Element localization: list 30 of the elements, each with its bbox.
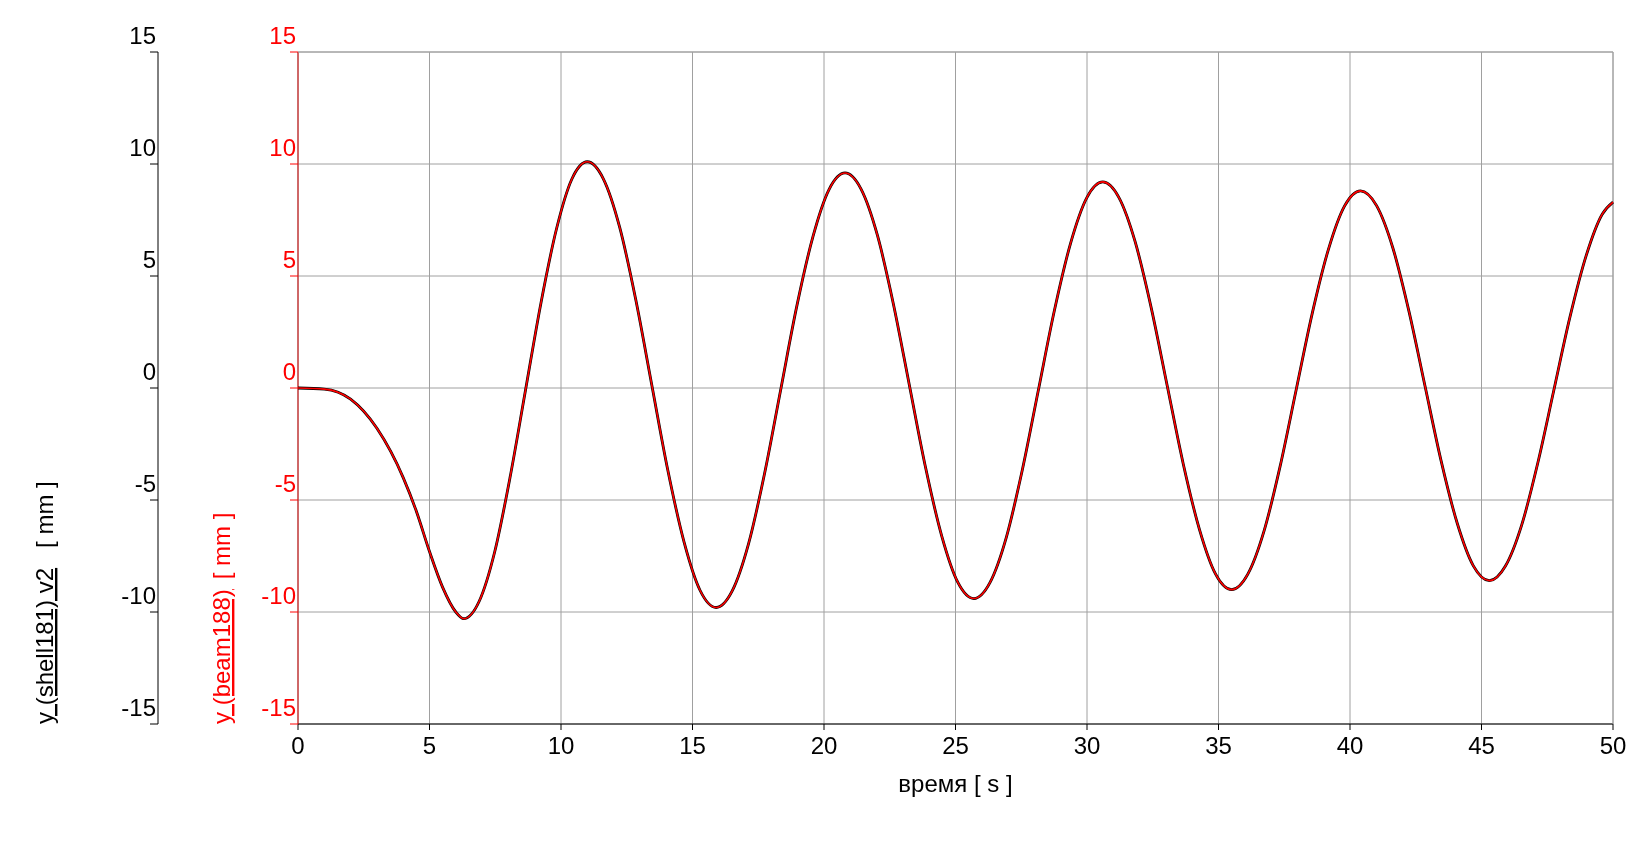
x-tick-label: 35 — [1205, 732, 1232, 759]
text: y (shell181) v2 — [31, 567, 58, 724]
y2-tick-label: -10 — [261, 582, 296, 609]
y-tick-label: -10 — [121, 582, 156, 609]
x-tick-label: 15 — [679, 732, 706, 759]
y-axis-title: [ mm ] — [31, 481, 58, 548]
y-tick-label: 0 — [142, 358, 156, 385]
x-tick-label: 0 — [291, 732, 305, 759]
y-tick-label: 5 — [142, 246, 156, 273]
y-tick-label: -5 — [134, 470, 156, 497]
x-axis-title: время [ s ] — [898, 770, 1013, 797]
x-tick-label: 30 — [1073, 732, 1101, 759]
x-tick-label: 45 — [1468, 732, 1495, 759]
x-tick-label: 10 — [547, 732, 575, 759]
y2-axis-title: [ mm ] — [208, 512, 235, 580]
y-tick-label: 15 — [129, 22, 156, 49]
y-tick-label: -15 — [121, 694, 156, 721]
x-tick-label: 25 — [942, 732, 969, 759]
x-tick-label: 20 — [810, 732, 838, 759]
x-tick-label: 5 — [422, 732, 437, 759]
y2-tick-label: 10 — [269, 134, 296, 161]
y2-tick-label: 0 — [282, 358, 296, 385]
y-tick-label: 10 — [129, 134, 156, 161]
x-tick-label: 40 — [1336, 732, 1364, 759]
x-tick-label: 50 — [1599, 732, 1627, 759]
y2-tick-label: -5 — [274, 470, 296, 497]
text: y (beam188) — [208, 589, 235, 724]
y2-tick-label: 5 — [282, 246, 296, 273]
y2-tick-label: 15 — [269, 22, 296, 49]
y2-tick-label: -15 — [261, 694, 296, 721]
